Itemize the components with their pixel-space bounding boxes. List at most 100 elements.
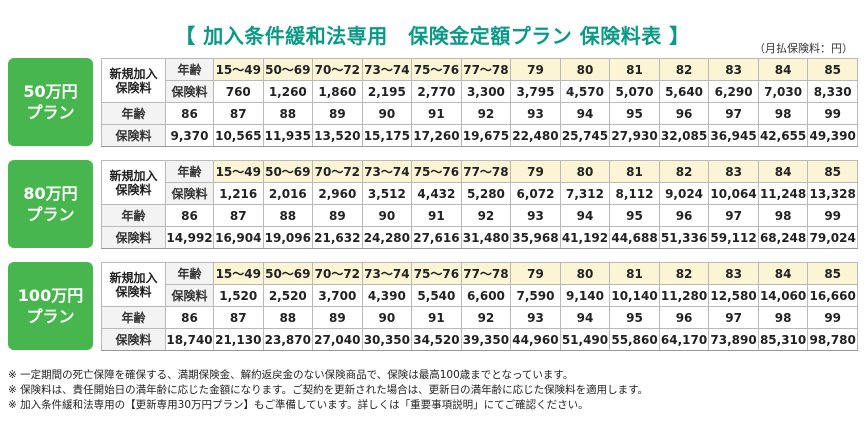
- premium-cell: 27,616: [411, 226, 462, 249]
- unit-note: （月払保険料：円）: [754, 42, 853, 55]
- premium-cell: 5,280: [460, 182, 512, 205]
- premium-table: 新規加入 保険料 年齢 15～49 50～69 70～72 73～74 75～76 77～78 7…: [101, 262, 858, 351]
- plan-name-label: プラン: [26, 307, 75, 326]
- age-cell: 50～69: [262, 262, 314, 285]
- age-cell: 90: [361, 306, 413, 329]
- premium-cell: 2,960: [312, 182, 363, 205]
- premium-cell: 9,140: [559, 284, 611, 307]
- premium-cell: 35,968: [510, 226, 561, 249]
- age-cell: 83: [708, 262, 759, 285]
- age-cell: 97: [708, 102, 759, 125]
- premium-cell: 17,260: [411, 124, 462, 147]
- premium-cell: 4,432: [411, 182, 462, 205]
- premium-label: 保険料: [101, 226, 166, 249]
- premium-cell: 10,140: [609, 284, 660, 307]
- premium-cell: 4,570: [559, 80, 611, 103]
- age-cell: 96: [658, 102, 710, 125]
- premium-cell: 760: [213, 80, 264, 103]
- new-join-label-line1: 新規加入: [109, 270, 158, 285]
- age-cell: 83: [708, 160, 759, 183]
- age-cell: 99: [807, 102, 858, 125]
- age-cell: 91: [411, 204, 462, 227]
- premium-cell: 11,248: [757, 182, 809, 205]
- age-cell: 98: [757, 102, 809, 125]
- premium-cell: 16,904: [213, 226, 264, 249]
- age-cell: 91: [411, 306, 462, 329]
- premium-cell: 1,860: [312, 80, 363, 103]
- age-cell: 88: [262, 102, 314, 125]
- age-cell: 80: [559, 58, 611, 81]
- age-cell: 93: [510, 102, 561, 125]
- age-label: 年齢: [165, 160, 214, 183]
- premium-cell: 34,520: [411, 328, 462, 351]
- premium-cell: 5,540: [411, 284, 462, 307]
- new-join-label-line2: 保険料: [115, 80, 152, 95]
- table-row: 保険料 1,216 2,016 2,960 3,512 4,432 5,280 6,072 7,…: [102, 182, 858, 205]
- age-cell: 94: [559, 204, 611, 227]
- premium-cell: 98,780: [807, 328, 858, 351]
- premium-cell: 2,770: [411, 80, 462, 103]
- age-cell: 15～49: [213, 58, 264, 81]
- premium-cell: 6,072: [510, 182, 561, 205]
- premium-cell: 14,992: [165, 226, 214, 249]
- new-join-header: 新規加入 保険料: [101, 262, 166, 307]
- age-cell: 79: [510, 58, 561, 81]
- age-cell: 15～49: [213, 262, 264, 285]
- plan-name-amount: 80万円: [23, 184, 78, 203]
- age-cell: 98: [757, 204, 809, 227]
- premium-cell: 5,070: [609, 80, 660, 103]
- age-label: 年齢: [101, 204, 166, 227]
- premium-cell: 7,030: [757, 80, 809, 103]
- age-cell: 89: [312, 102, 363, 125]
- premium-cell: 15,175: [361, 124, 413, 147]
- age-cell: 84: [757, 58, 809, 81]
- premium-cell: 49,390: [807, 124, 858, 147]
- premium-cell: 51,336: [658, 226, 710, 249]
- age-cell: 70～72: [312, 58, 363, 81]
- title-text: 加入条件緩和法専用 保険金定額プラン 保険料表: [203, 24, 662, 48]
- footnote-3: ※ 加入条件緩和法専用の【更新専用30万円プラン】もご準備しています。詳しくは「…: [8, 399, 589, 411]
- premium-cell: 59,112: [708, 226, 759, 249]
- age-cell: 82: [658, 262, 710, 285]
- plan-block: 100万円 プラン 新規加入 保険料 年齢 15～49 50～69 70～72 73～74 75～…: [8, 262, 858, 351]
- premium-cell: 25,745: [559, 124, 611, 147]
- plan-name-box: 100万円プラン: [8, 262, 93, 350]
- age-cell: 92: [460, 306, 512, 329]
- plan-name-label: プラン: [26, 103, 75, 122]
- premium-cell: 51,490: [559, 328, 611, 351]
- age-cell: 89: [312, 204, 363, 227]
- table-row: 年齢 86 87 88 89 90 91 92 93 94 95 96 97 98 99: [101, 204, 858, 227]
- age-cell: 87: [213, 102, 264, 125]
- age-cell: 93: [510, 204, 561, 227]
- age-cell: 88: [262, 204, 314, 227]
- premium-cell: 4,390: [361, 284, 413, 307]
- table-row: 年齢 86 87 88 89 90 91 92 93 94 95 96 97 98 99: [101, 102, 858, 125]
- premium-cell: 2,520: [262, 284, 314, 307]
- table-row: 保険料 760 1,260 1,860 2,195 2,770 3,300 3,795 4,57…: [102, 80, 858, 103]
- premium-cell: 8,112: [609, 182, 660, 205]
- new-join-label-line1: 新規加入: [109, 66, 158, 81]
- age-cell: 84: [757, 262, 809, 285]
- title-open-bracket: 【: [175, 24, 196, 48]
- plan-block: 50万円 プラン 新規加入 保険料 年齢 15～49 50～69 70～72 73～74 75～7…: [8, 58, 858, 147]
- new-join-header: 新規加入 保険料: [101, 160, 166, 205]
- new-join-label-line1: 新規加入: [109, 168, 158, 183]
- table-row: 新規加入 保険料 年齢 15～49 50～69 70～72 73～74 75～76 77～78 7…: [101, 58, 858, 103]
- plan-name-amount: 100万円: [17, 286, 84, 305]
- premium-cell: 22,480: [510, 124, 561, 147]
- premium-cell: 6,290: [708, 80, 759, 103]
- table-row: 年齢 86 87 88 89 90 91 92 93 94 95 96 97 98 99: [101, 306, 858, 329]
- premium-label: 保険料: [165, 80, 214, 103]
- premium-cell: 10,565: [213, 124, 264, 147]
- footnote-1: ※ 一定期間の死亡保障を確保する、満期保険金、解約返戻金のない保険商品で、保険は…: [8, 369, 574, 381]
- premium-cell: 55,860: [609, 328, 660, 351]
- age-cell: 70～72: [312, 160, 363, 183]
- age-cell: 80: [559, 160, 611, 183]
- premium-cell: 19,675: [460, 124, 512, 147]
- age-cell: 94: [559, 306, 611, 329]
- age-cell: 98: [757, 306, 809, 329]
- age-cell: 79: [510, 262, 561, 285]
- age-cell: 90: [361, 204, 413, 227]
- age-cell: 73～74: [361, 58, 413, 81]
